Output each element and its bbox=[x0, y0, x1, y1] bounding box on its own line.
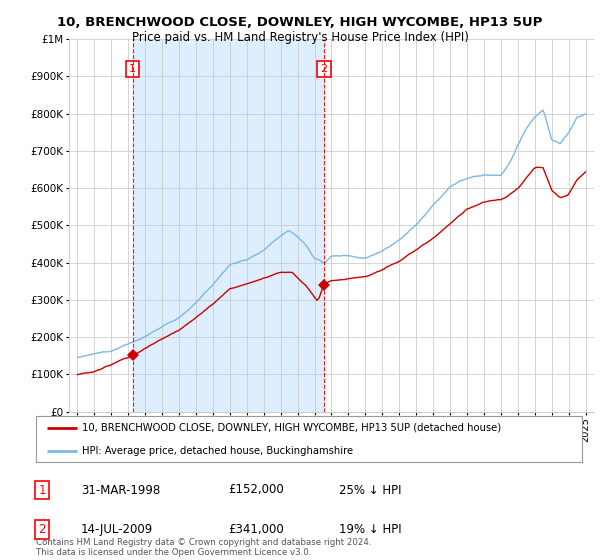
Text: 25% ↓ HPI: 25% ↓ HPI bbox=[339, 483, 401, 497]
Text: HPI: Average price, detached house, Buckinghamshire: HPI: Average price, detached house, Buck… bbox=[82, 446, 353, 455]
Text: £341,000: £341,000 bbox=[228, 522, 284, 536]
Text: Price paid vs. HM Land Registry's House Price Index (HPI): Price paid vs. HM Land Registry's House … bbox=[131, 31, 469, 44]
Text: 14-JUL-2009: 14-JUL-2009 bbox=[81, 522, 153, 536]
Bar bbox=[133, 39, 324, 412]
Text: £152,000: £152,000 bbox=[228, 483, 284, 497]
Text: 19% ↓ HPI: 19% ↓ HPI bbox=[339, 522, 401, 536]
Text: 1: 1 bbox=[129, 64, 136, 74]
Text: 2: 2 bbox=[38, 522, 46, 536]
Text: 31-MAR-1998: 31-MAR-1998 bbox=[81, 483, 160, 497]
Text: 1: 1 bbox=[38, 483, 46, 497]
Text: Contains HM Land Registry data © Crown copyright and database right 2024.
This d: Contains HM Land Registry data © Crown c… bbox=[36, 538, 371, 557]
Text: 10, BRENCHWOOD CLOSE, DOWNLEY, HIGH WYCOMBE, HP13 5UP (detached house): 10, BRENCHWOOD CLOSE, DOWNLEY, HIGH WYCO… bbox=[82, 423, 502, 432]
Text: 10, BRENCHWOOD CLOSE, DOWNLEY, HIGH WYCOMBE, HP13 5UP: 10, BRENCHWOOD CLOSE, DOWNLEY, HIGH WYCO… bbox=[58, 16, 542, 29]
Text: 2: 2 bbox=[320, 64, 327, 74]
